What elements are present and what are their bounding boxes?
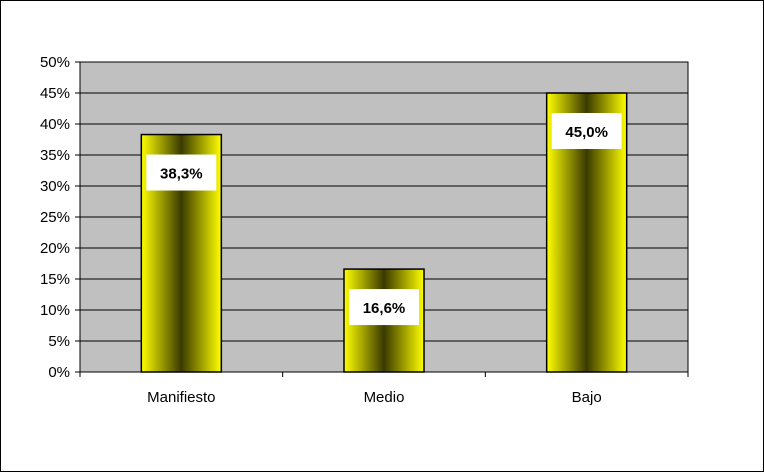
category-label: Bajo bbox=[572, 389, 602, 406]
data-label-box bbox=[551, 113, 622, 149]
data-label-box bbox=[146, 154, 217, 191]
y-tick-label: 0% bbox=[48, 364, 70, 381]
y-tick-label: 15% bbox=[40, 271, 70, 288]
y-axis-ticks: 0% 5% 10% 15% 20% 25% 30% 35% 40% 45% 50% bbox=[40, 54, 80, 381]
data-label-box bbox=[349, 289, 419, 326]
category-label: Manifiesto bbox=[147, 389, 215, 406]
y-tick-label: 25% bbox=[40, 209, 70, 226]
category-label: Medio bbox=[364, 389, 405, 406]
data-label: 16,6% bbox=[363, 300, 406, 317]
data-label: 45,0% bbox=[565, 124, 608, 141]
y-tick-label: 30% bbox=[40, 178, 70, 195]
x-axis-categories: Manifiesto Medio Bajo bbox=[79, 372, 689, 406]
y-tick-label: 5% bbox=[48, 333, 70, 350]
y-tick-label: 40% bbox=[40, 116, 70, 133]
y-tick-label: 20% bbox=[40, 240, 70, 257]
data-labels: 38,3% 16,6% 45,0% bbox=[146, 113, 622, 326]
y-tick-label: 10% bbox=[40, 302, 70, 319]
y-tick-label: 35% bbox=[40, 147, 70, 164]
data-label: 38,3% bbox=[160, 166, 203, 183]
y-tick-label: 50% bbox=[40, 54, 70, 71]
y-tick-label: 45% bbox=[40, 85, 70, 102]
